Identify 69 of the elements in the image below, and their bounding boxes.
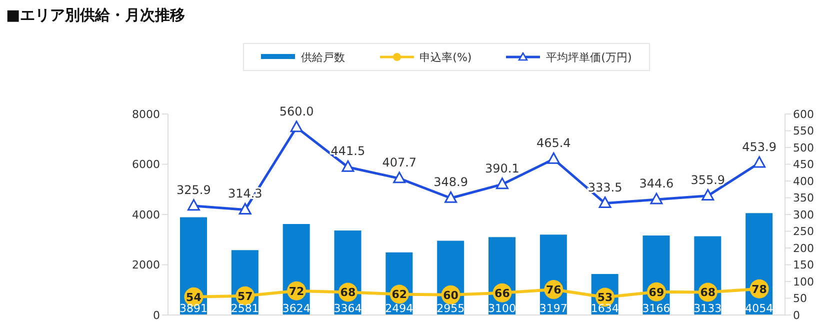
point <box>187 199 200 211</box>
data-label: 3891 <box>180 302 208 315</box>
point <box>598 196 612 208</box>
y2-tick-label: 0 <box>793 308 800 322</box>
y2-tick-label: 350 <box>793 192 814 205</box>
y2-tick-label: 400 <box>793 174 814 188</box>
point <box>547 152 560 164</box>
point <box>444 191 458 203</box>
point <box>238 202 252 214</box>
data-label: 333.5 <box>588 180 622 194</box>
y2-tick-label: 550 <box>793 124 814 138</box>
data-label: 2494 <box>385 302 414 315</box>
legend-label: 平均坪単価(万円) <box>545 50 632 64</box>
data-label: 348.9 <box>434 175 468 190</box>
point <box>702 189 714 201</box>
data-label: 3133 <box>694 302 722 315</box>
y2-tick-label: 600 <box>793 108 814 121</box>
data-label: 3197 <box>539 302 568 315</box>
data-label: 2581 <box>230 302 259 315</box>
data-label: 465.4 <box>536 136 571 150</box>
data-label: 68 <box>700 286 716 300</box>
y-tick-label: 8000 <box>132 108 160 121</box>
y-tick-label: 4000 <box>132 208 160 222</box>
data-label: 453.9 <box>742 140 776 154</box>
data-label: 3100 <box>488 302 516 315</box>
point <box>393 172 406 184</box>
data-label: 344.6 <box>639 176 674 191</box>
point <box>650 192 663 204</box>
data-label: 62 <box>392 288 408 302</box>
data-label: 3364 <box>334 302 362 315</box>
legend-label: 申込率(%) <box>418 50 472 64</box>
data-label: 407.7 <box>382 155 417 170</box>
y2-tick-label: 450 <box>793 158 814 172</box>
point <box>496 178 508 190</box>
point <box>342 160 354 172</box>
data-label: 2955 <box>436 302 465 315</box>
data-label: 53 <box>597 291 613 304</box>
y2-tick-label: 500 <box>793 141 814 154</box>
data-label: 68 <box>340 286 356 300</box>
y2-tick-label: 200 <box>793 242 814 255</box>
y-tick-label: 0 <box>153 308 160 322</box>
data-label: 60 <box>443 288 459 302</box>
data-label: 72 <box>288 284 304 298</box>
data-label: 66 <box>494 286 510 300</box>
data-label: 4054 <box>745 302 774 315</box>
data-label: 78 <box>752 282 767 296</box>
point <box>753 156 766 168</box>
data-label: 3166 <box>642 302 670 315</box>
y2-tick-label: 300 <box>793 208 814 222</box>
data-label: 441.5 <box>330 144 366 158</box>
y2-tick-label: 250 <box>793 225 814 238</box>
data-label: 54 <box>186 290 202 304</box>
chart-title: ■エリア別供給・月次推移 <box>6 6 186 25</box>
data-label: 355.9 <box>690 172 726 187</box>
y-tick-label: 2000 <box>132 258 160 272</box>
data-label: 560.0 <box>279 104 314 118</box>
data-label: 1634 <box>590 302 619 315</box>
data-label: 390.1 <box>485 161 520 176</box>
y2-tick-label: 150 <box>793 258 814 272</box>
data-label: 3624 <box>282 302 310 315</box>
y-tick-label: 6000 <box>132 158 160 172</box>
data-label: 57 <box>237 290 253 303</box>
point <box>290 120 303 132</box>
y2-tick-label: 50 <box>793 292 807 306</box>
data-label: 325.9 <box>176 182 211 197</box>
data-label: 76 <box>546 284 562 297</box>
y2-tick-label: 100 <box>793 275 814 288</box>
data-label: 69 <box>648 286 664 299</box>
legend-label: 供給戸数 <box>300 50 346 64</box>
